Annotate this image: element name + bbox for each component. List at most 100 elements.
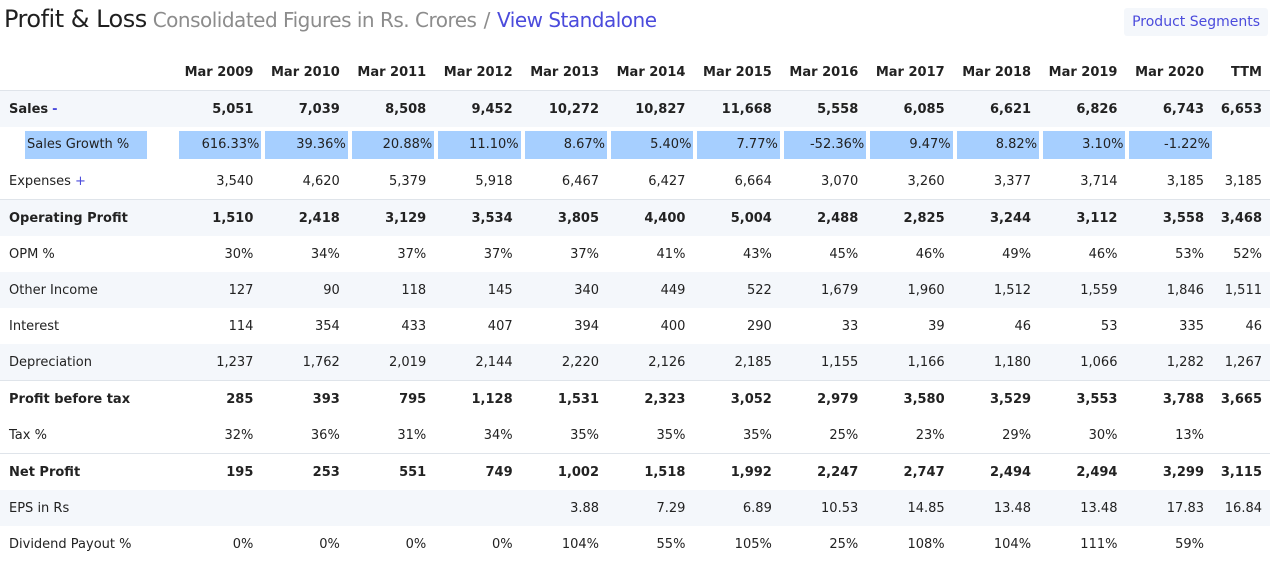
row-label-text: Dividend Payout % (9, 536, 132, 552)
table-cell: 3,580 (866, 380, 953, 417)
table-cell: 1,155 (779, 344, 867, 381)
column-header: Mar 2010 (261, 54, 348, 91)
table-cell: 400 (660, 318, 686, 334)
table-cell: 4,400 (607, 199, 694, 236)
column-header: Mar 2015 (693, 54, 780, 91)
row-label-text: Operating Profit (9, 210, 128, 226)
table-row: Tax % 32% 36% 31% 34% 35% 35% 35% 25% 23% 29% 30% 13… (0, 417, 1270, 454)
table-cell: 1,002 (520, 453, 608, 490)
cell-value: 39.36% (265, 131, 348, 159)
table-row: OPM % 30% 34% 37% 37% 37% 41% 43% 45% 46% 49% 46% 53… (0, 236, 1270, 272)
table-cell: 3,558 (1125, 199, 1212, 236)
row-label: Sales Growth % (0, 127, 175, 163)
table-cell: 11,668 (693, 90, 780, 127)
cell-value: 7.77% (697, 131, 780, 159)
table-cell: 3,185 (1166, 173, 1204, 189)
table-cell: 3,185 (1224, 173, 1262, 189)
row-label: Other Income (0, 272, 175, 308)
title-separator: / (483, 8, 491, 32)
table-cell: 3,070 (821, 173, 859, 189)
table-cell: 2,220 (520, 344, 608, 381)
column-header: Mar 2012 (434, 54, 521, 91)
row-label-text: OPM % (9, 246, 55, 262)
table-cell: 35% (656, 427, 686, 443)
table-cell: 3,714 (1080, 173, 1118, 189)
table-cell: 53 (1100, 318, 1118, 334)
table-cell: 2,019 (347, 344, 435, 381)
table-cell: 37% (483, 246, 513, 262)
table-cell: 3,244 (952, 199, 1040, 236)
cell-value: 8.67% (524, 131, 608, 159)
table-cell: 8.82% (952, 127, 1040, 163)
table-cell: 13.48 (952, 490, 1040, 526)
table-cell: 3,468 (1212, 199, 1270, 236)
table-cell: 7.77% (693, 127, 780, 163)
row-label-text: Other Income (9, 282, 98, 298)
table-cell: 1,066 (1039, 344, 1126, 381)
table-cell: 2,323 (607, 380, 694, 417)
page-title: Profit & Loss Consolidated Figures in Rs.… (4, 2, 657, 37)
table-cell: 127 (175, 272, 262, 308)
view-standalone-link[interactable]: View Standalone (497, 8, 657, 32)
row-label: EPS in Rs (0, 490, 175, 526)
table-cell: 6,467 (561, 173, 600, 189)
table-cell: 3,052 (693, 380, 780, 417)
table-cell: 46% (1088, 246, 1118, 262)
cell-value: 8.82% (956, 131, 1040, 159)
table-cell: 1,128 (434, 380, 521, 417)
table-cell (434, 490, 521, 526)
table-cell (1212, 127, 1270, 163)
column-header: Mar 2017 (866, 54, 953, 91)
table-cell: 41% (656, 246, 686, 262)
table-cell: 34% (310, 246, 340, 262)
table-cell: 36% (310, 427, 340, 443)
table-cell: 0% (492, 536, 513, 552)
table-cell: -52.36% (779, 127, 867, 163)
column-header: Mar 2018 (952, 54, 1040, 91)
column-header: Mar 2011 (347, 54, 435, 91)
table-cell (1212, 526, 1270, 562)
table-cell: 1,960 (866, 272, 953, 308)
table-cell: 145 (434, 272, 521, 308)
table-cell: 1,512 (952, 272, 1040, 308)
table-cell: 2,825 (866, 199, 953, 236)
table-cell: 3.10% (1039, 127, 1126, 163)
row-label-text: Tax % (9, 427, 47, 443)
table-cell: 394 (574, 318, 600, 334)
table-cell: 3,115 (1212, 453, 1270, 490)
product-segments-button[interactable]: Product Segments (1124, 8, 1268, 36)
row-label: Dividend Payout % (0, 526, 175, 562)
table-cell: 45% (829, 246, 859, 262)
row-label-text: Expenses (9, 173, 71, 189)
table-cell: 1,510 (175, 199, 262, 236)
table-cell: 5,004 (693, 199, 780, 236)
cell-value: -1.22% (1129, 131, 1212, 159)
row-label-text: Interest (9, 318, 60, 334)
table-cell: 0% (405, 536, 427, 552)
expand-toggle[interactable]: + (74, 173, 86, 189)
table-cell: 9.47% (866, 127, 953, 163)
table-cell: 749 (434, 453, 521, 490)
table-cell: 13.48 (1039, 490, 1126, 526)
table-cell: 10,272 (520, 90, 608, 127)
row-label-text: Depreciation (9, 354, 92, 370)
table-cell: 2,494 (1039, 453, 1126, 490)
table-cell: 35% (570, 427, 600, 443)
table-row: Profit before tax 285 393 795 1,128 1,531 2,32… (0, 380, 1270, 417)
table-cell: 4,620 (302, 173, 340, 189)
table-cell: 39 (928, 318, 945, 334)
table-cell: 3,788 (1125, 380, 1212, 417)
collapse-toggle[interactable]: - (52, 101, 58, 117)
table-cell: 6,743 (1125, 90, 1212, 127)
table-cell: 335 (1179, 318, 1204, 334)
table-row: Depreciation 1,237 1,762 2,019 2,144 2,220 2,1… (0, 344, 1270, 381)
table-cell: 32% (224, 427, 254, 443)
table-cell: 3.88 (520, 490, 608, 526)
cell-value: 9.47% (870, 131, 953, 159)
table-cell: 393 (261, 380, 348, 417)
table-cell: 46% (915, 246, 945, 262)
table-cell: 3,260 (907, 173, 945, 189)
row-label: Expenses + (0, 163, 175, 200)
table-cell: 49% (1002, 246, 1032, 262)
table-cell: 118 (347, 272, 435, 308)
